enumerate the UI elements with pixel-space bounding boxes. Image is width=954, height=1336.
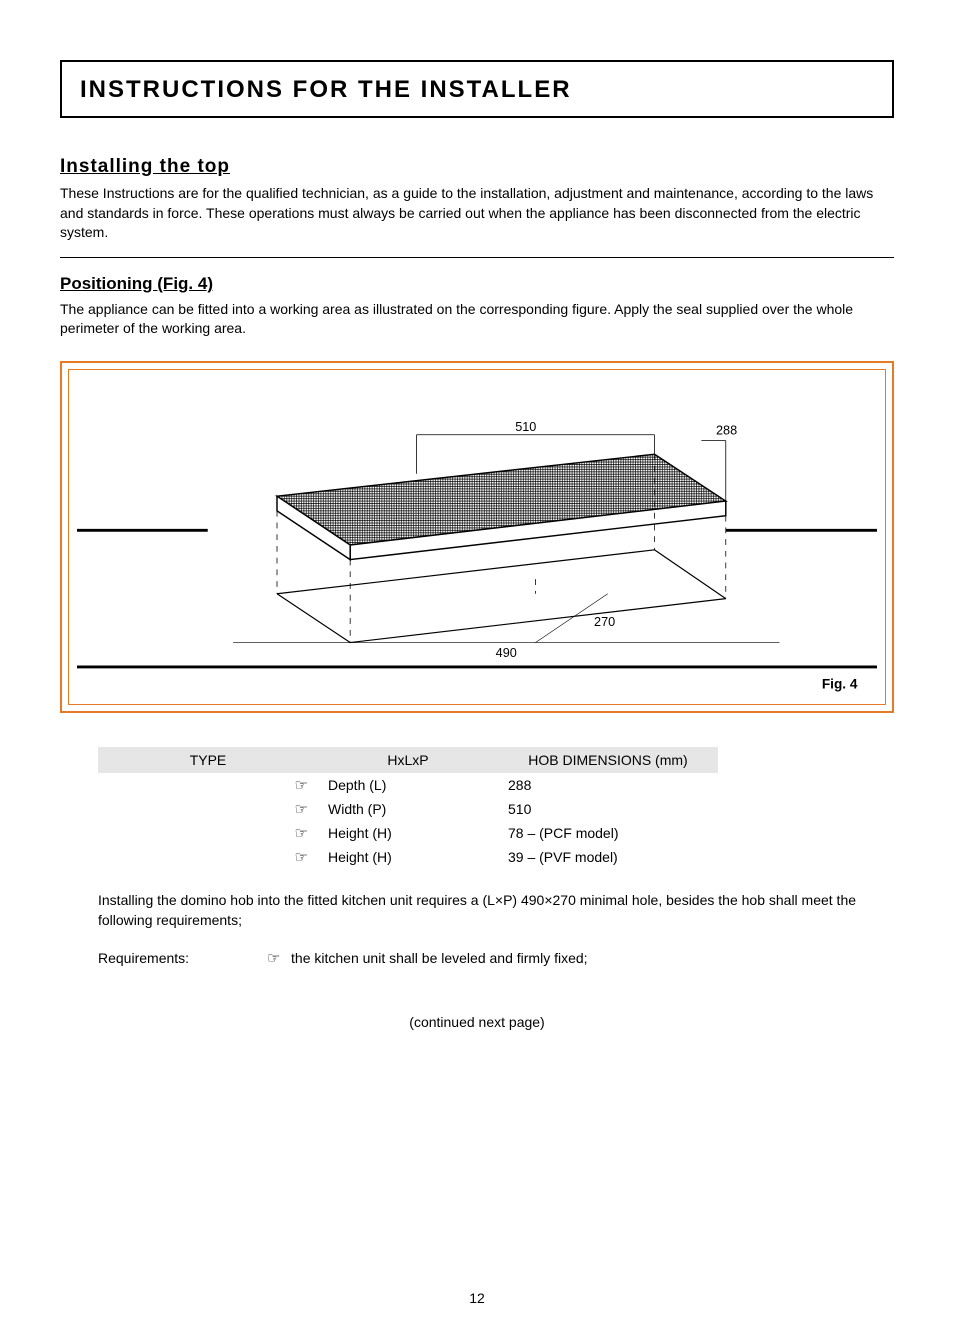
dim-value: 288: [498, 773, 718, 797]
dim-label: Height (H): [318, 821, 498, 845]
requirements-block: Requirements: ☞ the kitchen unit shall b…: [98, 950, 894, 970]
dim-value: 78 – (PCF model): [498, 821, 718, 845]
diagram-outer-frame: 510 288 490 270 Fig. 4: [60, 361, 894, 713]
table-row: ☞ Height (H) 39 – (PVF model): [98, 845, 718, 869]
requirement-text: the kitchen unit shall be leveled and fi…: [291, 950, 588, 966]
pointing-hand-icon: ☞: [295, 826, 308, 841]
positioning-heading: Positioning (Fig. 4): [60, 274, 894, 294]
title-box: INSTRUCTIONS FOR THE INSTALLER: [60, 60, 894, 118]
installing-body: These Instructions are for the qualified…: [60, 184, 894, 243]
th-dims: HOB DIMENSIONS (mm): [498, 747, 718, 773]
dim-label: Width (P): [318, 797, 498, 821]
requirement-item: ☞ the kitchen unit shall be leveled and …: [267, 950, 588, 966]
th-hxlxp: HxLxP: [318, 747, 498, 773]
pointing-hand-icon: ☞: [295, 850, 308, 865]
th-type: TYPE: [98, 747, 318, 773]
page-number: 12: [0, 1290, 954, 1306]
dim-value: 510: [498, 797, 718, 821]
figure-label: Fig. 4: [822, 676, 858, 691]
page-root: INSTRUCTIONS FOR THE INSTALLER Installin…: [0, 0, 954, 1336]
cutout-intro: Installing the domino hob into the fitte…: [98, 891, 894, 930]
pointing-hand-icon: ☞: [295, 802, 308, 817]
requirements-label: Requirements:: [98, 950, 195, 970]
cutout-diagram: 510 288 490 270 Fig. 4: [77, 384, 877, 696]
positioning-body: The appliance can be fitted into a worki…: [60, 300, 894, 339]
dim-value: 39 – (PVF model): [498, 845, 718, 869]
dim-hob-width: 510: [515, 420, 536, 434]
dim-hob-depth: 288: [716, 424, 737, 438]
page-title: INSTRUCTIONS FOR THE INSTALLER: [80, 76, 874, 104]
table-row: ☞ Height (H) 78 – (PCF model): [98, 821, 718, 845]
dim-label: Depth (L): [318, 773, 498, 797]
table-header-row: TYPE HxLxP HOB DIMENSIONS (mm): [98, 747, 718, 773]
dimensions-table: TYPE HxLxP HOB DIMENSIONS (mm) ☞ Depth (…: [98, 747, 718, 869]
divider: [60, 257, 894, 258]
diagram-inner-frame: 510 288 490 270 Fig. 4: [68, 369, 886, 705]
dim-label: Height (H): [318, 845, 498, 869]
dim-cut-width2: 490: [496, 646, 517, 660]
table-row: ☞ Width (P) 510: [98, 797, 718, 821]
installing-heading: Installing the top: [60, 156, 894, 178]
continued-note: (continued next page): [60, 1014, 894, 1030]
pointing-hand-icon: ☞: [267, 951, 280, 966]
dim-cut-depth2: 270: [594, 615, 615, 629]
table-row: ☞ Depth (L) 288: [98, 773, 718, 797]
requirements-list: ☞ the kitchen unit shall be leveled and …: [267, 950, 588, 970]
pointing-hand-icon: ☞: [295, 778, 308, 793]
